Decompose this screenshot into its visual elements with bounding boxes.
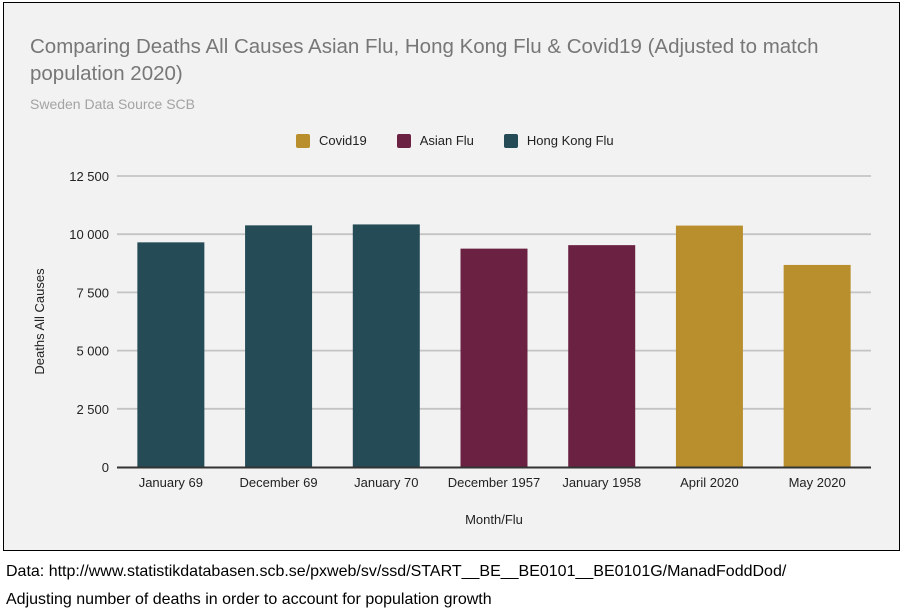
x-tick-label: January 1958 [562,475,641,490]
chart-title: Comparing Deaths All Causes Asian Flu, H… [30,35,819,85]
y-tick-label: 5 000 [76,344,109,359]
legend-swatch-hong-kong-flu [503,133,518,148]
x-tick-label: December 69 [240,475,318,490]
x-tick-label: December 1957 [448,475,541,490]
legend-label-asian-flu: Asian Flu [419,133,474,148]
y-tick-label: 7 500 [76,285,109,300]
legend-label-hong-kong-flu: Hong Kong Flu [526,133,614,148]
chart-frame: Comparing Deaths All Causes Asian Flu, H… [3,2,900,551]
bar [783,264,851,467]
bar [352,224,420,467]
legend-swatch-covid19 [296,133,310,148]
y-tick-label: 10 000 [69,227,109,242]
y-tick-label: 12 500 [69,169,109,184]
legend-swatch-asian-flu [396,133,411,148]
x-tick-label: January 70 [354,475,418,490]
footer-note: Adjusting number of deaths in order to a… [6,591,492,608]
y-tick-label: 0 [102,460,109,475]
chart-legend: Covid19 Asian Flu Hong Kong Flu [296,133,614,148]
bar [137,242,205,467]
legend-label-covid19: Covid19 [319,133,367,148]
bar-chart-plot: 0 2 500 5 000 7 500 10 000 12 500 January 69 De… [32,169,871,527]
x-tick-label: April 2020 [680,475,739,490]
bar [245,225,313,467]
bar [460,248,528,467]
footer-source: Data: http://www.statistikdatabasen.scb.… [6,563,787,580]
x-tick-label: January 69 [139,475,203,490]
legend-item-hong-kong-flu: Hong Kong Flu [503,133,614,148]
bar [568,245,636,467]
chart-subtitle: Sweden Data Source SCB [30,96,195,112]
bar [675,225,743,467]
x-axis-label: Month/Flu [465,512,523,527]
x-tick-label: May 2020 [789,475,846,490]
legend-item-covid19: Covid19 [296,133,367,148]
y-tick-label: 2 500 [76,402,109,417]
legend-item-asian-flu: Asian Flu [396,133,474,148]
y-axis-label: Deaths All Causes [32,268,47,375]
